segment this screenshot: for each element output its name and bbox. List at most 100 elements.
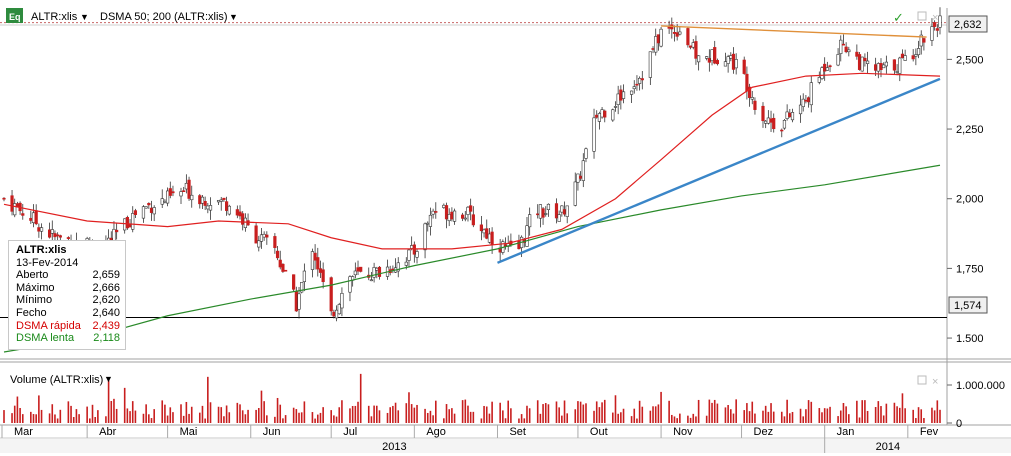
volume-bar — [330, 410, 332, 423]
volume-bar — [612, 412, 614, 423]
volume-dropdown-icon[interactable]: ▼ — [104, 374, 113, 384]
price-pane — [0, 7, 947, 353]
volume-bar — [408, 392, 410, 423]
volume-bar — [874, 407, 877, 423]
candle-body — [525, 225, 529, 247]
volume-bar — [915, 418, 917, 423]
volume-restore-icon[interactable] — [917, 375, 927, 385]
indicator-dropdown-icon[interactable]: ▼ — [229, 12, 238, 22]
candle-body — [635, 83, 639, 86]
candle-body — [469, 205, 473, 212]
volume-bar — [488, 413, 491, 423]
indicator-label[interactable]: DSMA 50; 200 (ALTR:xlis) — [100, 11, 228, 23]
candle-body — [611, 109, 615, 121]
volume-bar — [405, 403, 408, 423]
price-tick-label: 2,250 — [956, 124, 984, 136]
candle-body — [584, 148, 588, 159]
volume-bar — [923, 418, 925, 423]
volume-bar — [603, 399, 606, 423]
volume-bar — [247, 409, 249, 423]
volume-bar — [858, 417, 861, 423]
candle-body — [254, 225, 258, 244]
volume-bar — [260, 390, 263, 423]
volume-bar — [748, 411, 751, 423]
volume-bar — [547, 404, 550, 423]
candle-body — [216, 200, 221, 203]
volume-bar — [30, 411, 32, 423]
candle-body — [222, 197, 226, 200]
volume-title[interactable]: Volume (ALTR:xlis) — [10, 374, 103, 386]
candle-body — [592, 117, 596, 152]
volume-bar — [877, 401, 880, 423]
candle-body — [828, 65, 832, 68]
volume-bar — [783, 416, 786, 423]
volume-bar — [520, 414, 523, 423]
candle-body — [790, 112, 795, 121]
volume-bar — [582, 404, 585, 423]
info-row-open: Aberto 2,659 — [16, 269, 125, 282]
candle-body — [603, 110, 607, 118]
volume-bar — [502, 410, 504, 423]
candle-body — [321, 269, 325, 283]
volume-bar — [751, 401, 754, 423]
volume-bar — [426, 412, 429, 423]
volume-bar — [633, 408, 636, 423]
candle-body — [53, 233, 57, 238]
volume-bar — [518, 418, 520, 423]
candle-body — [149, 207, 154, 213]
volume-bar — [802, 416, 805, 423]
volume-bar — [480, 418, 483, 423]
candle-body — [412, 244, 416, 255]
volume-bar — [695, 416, 697, 423]
volume-bar — [754, 413, 756, 423]
month-label: Mar — [14, 426, 33, 438]
symbol-dropdown-icon[interactable]: ▼ — [80, 12, 89, 22]
volume-bar — [225, 405, 228, 423]
volume-bar — [708, 399, 711, 423]
volume-bar — [107, 380, 110, 423]
volume-bar — [896, 406, 898, 423]
candle-body — [766, 117, 770, 124]
candle-body — [369, 279, 374, 282]
candle-body — [731, 53, 736, 70]
volume-close-icon[interactable]: × — [932, 376, 938, 388]
volume-bar — [255, 409, 257, 423]
volume-bar — [217, 406, 220, 423]
candle-body — [573, 181, 577, 206]
candle-body — [356, 267, 360, 272]
check-icon[interactable]: ✓ — [893, 10, 904, 25]
volume-bar — [453, 413, 456, 423]
candle-body — [769, 118, 773, 123]
candle-body — [772, 117, 776, 130]
volume-bar — [585, 403, 587, 423]
info-value: 2,620 — [92, 294, 120, 307]
volume-bar — [185, 401, 188, 423]
eq-badge[interactable] — [6, 8, 23, 23]
candle-body — [884, 61, 888, 67]
candle-body — [705, 56, 709, 59]
line-price-label: 1,574 — [954, 300, 982, 312]
candle-body — [29, 217, 33, 221]
candle-body — [632, 86, 636, 90]
candle-body — [723, 61, 728, 67]
volume-bar — [115, 408, 118, 423]
volume-bar — [67, 401, 70, 423]
candle-body — [726, 56, 730, 64]
volume-bar — [338, 407, 341, 423]
volume-bar — [72, 417, 75, 423]
candle-body — [823, 63, 827, 72]
candle-body — [536, 213, 540, 216]
candle-body — [806, 97, 811, 103]
restore-icon[interactable] — [917, 11, 927, 21]
candle-body — [284, 269, 288, 272]
close-icon[interactable]: × — [932, 12, 938, 24]
volume-bar — [204, 418, 206, 423]
volume-bar — [110, 400, 113, 423]
price-tick-label: 2,000 — [956, 194, 984, 206]
candle-body — [404, 261, 408, 266]
symbol-label[interactable]: ALTR:xlis — [31, 11, 78, 23]
candle-body — [182, 190, 186, 193]
volume-bar — [333, 415, 335, 423]
